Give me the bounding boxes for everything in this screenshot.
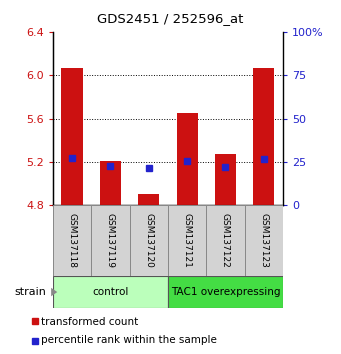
Bar <box>168 205 206 276</box>
Text: GDS2451 / 252596_at: GDS2451 / 252596_at <box>97 12 244 25</box>
Bar <box>53 276 168 308</box>
Bar <box>215 154 236 205</box>
Text: GSM137118: GSM137118 <box>68 213 76 268</box>
Bar <box>61 68 83 205</box>
Bar <box>53 205 91 276</box>
Text: GSM137119: GSM137119 <box>106 213 115 268</box>
Bar <box>244 205 283 276</box>
Bar <box>91 205 130 276</box>
Text: GSM137120: GSM137120 <box>144 213 153 268</box>
Polygon shape <box>51 288 57 296</box>
Text: GSM137121: GSM137121 <box>183 213 192 268</box>
Bar <box>168 276 283 308</box>
Text: GSM137123: GSM137123 <box>260 213 268 268</box>
Bar <box>177 113 198 205</box>
Text: GSM137122: GSM137122 <box>221 213 230 268</box>
Bar <box>100 161 121 205</box>
Bar <box>206 205 244 276</box>
Text: TAC1 overexpressing: TAC1 overexpressing <box>171 287 280 297</box>
Text: strain: strain <box>14 287 46 297</box>
Bar <box>130 205 168 276</box>
Bar <box>138 194 159 205</box>
Text: transformed count: transformed count <box>41 317 138 327</box>
Text: percentile rank within the sample: percentile rank within the sample <box>41 335 217 345</box>
Bar <box>253 68 275 205</box>
Text: control: control <box>92 287 129 297</box>
